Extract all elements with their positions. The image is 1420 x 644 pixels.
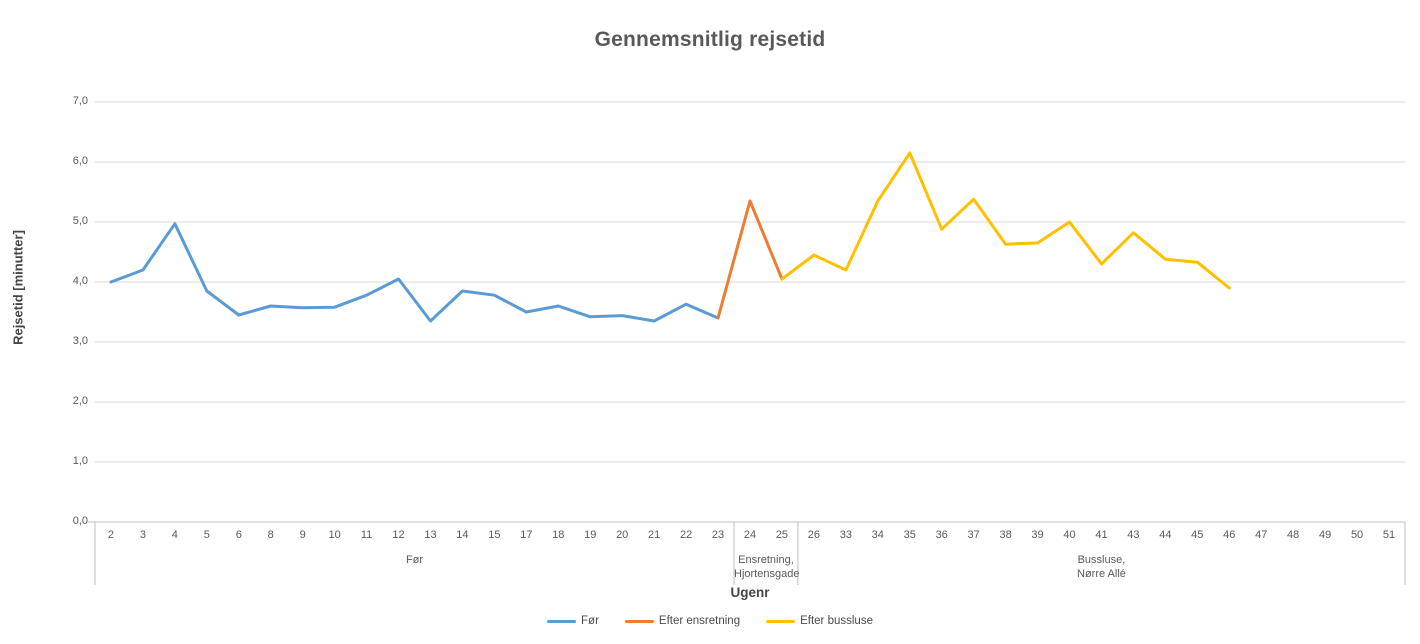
legend-item-for: Før — [547, 615, 599, 627]
x-tick-label: 26 — [807, 529, 821, 541]
y-tick-label: 3,0 — [72, 335, 88, 347]
x-tick-label: 36 — [935, 529, 948, 541]
x-tick-label: 6 — [235, 529, 242, 541]
x-tick-label: 51 — [1382, 529, 1396, 541]
x-tick-label: 35 — [903, 529, 916, 541]
x-tick-label: 11 — [360, 529, 373, 541]
legend-item-efter-ensretning: Efter ensretning — [624, 615, 741, 627]
x-tick-label: 9 — [299, 529, 306, 541]
x-tick-label: 5 — [203, 529, 210, 541]
y-tick-label: 7,0 — [72, 95, 88, 107]
x-tick-label: 17 — [520, 529, 533, 541]
legend-label: Efter ensretning — [658, 615, 741, 627]
legend: Før Efter ensretning Efter bussluse — [0, 615, 1420, 627]
x-tick-label: 47 — [1255, 529, 1268, 541]
category-group-label: Ensretning, Hjortensgade — [734, 554, 800, 580]
x-tick-label: 4 — [171, 529, 178, 541]
series-line-efter-bussluse — [780, 151, 1231, 290]
y-tick-label: 1,0 — [72, 455, 88, 467]
legend-line-swatch — [766, 619, 796, 623]
category-group-label: Før — [405, 554, 424, 566]
legend-item-efter-bussluse: Efter bussluse — [766, 615, 873, 627]
legend-label: Efter bussluse — [800, 615, 873, 627]
x-tick-label: 3 — [139, 529, 146, 541]
x-tick-label: 20 — [616, 529, 629, 541]
y-tick-label: 5,0 — [72, 215, 88, 227]
x-tick-label: 45 — [1191, 529, 1204, 541]
x-tick-label: 39 — [1031, 529, 1044, 541]
x-tick-label: 33 — [839, 529, 852, 541]
x-tick-label: 2 — [107, 529, 115, 541]
y-tick-label: 2,0 — [72, 395, 88, 407]
x-tick-label: 10 — [328, 529, 341, 541]
x-tick-label: 41 — [1095, 529, 1108, 541]
series-line-f-r — [109, 222, 720, 323]
x-tick-label: 50 — [1350, 529, 1364, 541]
x-tick-label: 49 — [1318, 529, 1332, 541]
x-tick-label: 18 — [552, 529, 565, 541]
legend-label: Før — [581, 615, 599, 627]
x-tick-label: 40 — [1063, 529, 1076, 541]
y-axis-title: Rejsetid [minutter] — [10, 230, 26, 345]
x-tick-label: 13 — [424, 529, 437, 541]
legend-line-swatch — [547, 619, 577, 623]
x-axis-title: Ugenr — [730, 585, 770, 600]
x-tick-label: 8 — [267, 529, 274, 541]
category-group-label: Bussluse, Nørre Allé — [1077, 554, 1126, 580]
x-tick-label: 37 — [967, 529, 980, 541]
x-tick-label: 38 — [999, 529, 1012, 541]
x-tick-label: 22 — [679, 529, 693, 541]
y-tick-label: 0,0 — [72, 515, 88, 527]
x-tick-label: 25 — [775, 529, 789, 541]
x-tick-label: 48 — [1287, 529, 1300, 541]
x-tick-label: 19 — [584, 529, 597, 541]
x-tick-label: 23 — [711, 529, 725, 541]
y-tick-label: 6,0 — [72, 155, 88, 167]
chart-title: Gennemsnitlig rejsetid — [594, 28, 826, 51]
x-tick-label: 15 — [488, 529, 501, 541]
legend-line-swatch — [624, 619, 654, 623]
x-tick-label: 24 — [743, 529, 757, 541]
x-tick-label: 21 — [648, 529, 661, 541]
x-tick-label: 44 — [1159, 529, 1172, 541]
x-tick-label: 43 — [1127, 529, 1140, 541]
series-line-efter-ensretning — [716, 199, 784, 320]
x-tick-label: 12 — [392, 529, 405, 541]
y-tick-label: 4,0 — [72, 275, 88, 287]
x-tick-label: 46 — [1223, 529, 1236, 541]
x-tick-label: 14 — [456, 529, 469, 541]
x-tick-label: 34 — [871, 529, 884, 541]
